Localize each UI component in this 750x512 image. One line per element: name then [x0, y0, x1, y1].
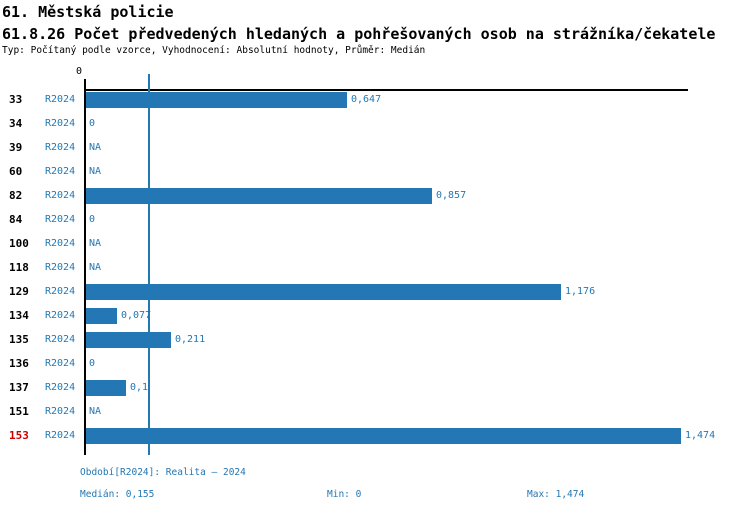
row-category-label: 100	[9, 237, 29, 250]
value-bar	[86, 284, 561, 300]
row-category-label: 118	[9, 261, 29, 274]
value-bar	[86, 380, 126, 396]
row-value-label: 0,077	[121, 310, 152, 321]
row-period-label: R2024	[45, 430, 76, 441]
page-title: 61. Městská policie	[2, 3, 174, 21]
row-value-label: 0,211	[175, 334, 206, 345]
row-period-label: R2024	[45, 382, 76, 393]
chart-row: 33 R2024 0,647	[0, 88, 750, 112]
row-value-label: 0,1	[130, 382, 149, 393]
row-value-label: 0	[89, 358, 96, 369]
row-value-label: 0,857	[436, 190, 467, 201]
row-value-label: NA	[89, 238, 102, 249]
median-reference-line	[148, 74, 150, 455]
row-period-label: R2024	[45, 310, 76, 321]
row-period-label: R2024	[45, 94, 76, 105]
row-category-label: 129	[9, 285, 29, 298]
axis-zero-tick-label: 0	[76, 66, 83, 77]
chart-row: 82 R2024 0,857	[0, 184, 750, 208]
value-bar	[86, 308, 117, 324]
row-category-label: 39	[9, 141, 23, 154]
row-value-label: NA	[89, 142, 102, 153]
value-bar	[86, 92, 347, 108]
chart-row: 136 R2024 0	[0, 352, 750, 376]
row-period-label: R2024	[45, 238, 76, 249]
chart-row: 151 R2024 NA	[0, 400, 750, 424]
axis-line-horizontal	[84, 89, 688, 91]
chart-row: 39 R2024 NA	[0, 136, 750, 160]
row-category-label: 134	[9, 309, 29, 322]
chart-row: 129 R2024 1,176	[0, 280, 750, 304]
median-stat: Medián: 0,155	[80, 489, 155, 500]
row-value-label: NA	[89, 406, 102, 417]
chart-row: 60 R2024 NA	[0, 160, 750, 184]
chart-row: 153 R2024 1,474	[0, 424, 750, 448]
row-period-label: R2024	[45, 142, 76, 153]
indicator-title: 61.8.26 Počet předvedených hledaných a p…	[2, 25, 716, 43]
axis-line-vertical	[84, 79, 86, 455]
row-value-label: 0	[89, 118, 96, 129]
row-category-label: 153	[9, 429, 29, 442]
value-bar	[86, 332, 171, 348]
row-value-label: NA	[89, 166, 102, 177]
row-category-label: 84	[9, 213, 23, 226]
row-value-label: 0	[89, 214, 96, 225]
chart-row: 100 R2024 NA	[0, 232, 750, 256]
max-stat: Max: 1,474	[527, 489, 585, 500]
indicator-meta-line: Typ: Počítaný podle vzorce, Vyhodnocení:…	[2, 45, 426, 56]
row-category-label: 60	[9, 165, 23, 178]
value-bar	[86, 188, 432, 204]
row-period-label: R2024	[45, 118, 76, 129]
chart-row: 118 R2024 NA	[0, 256, 750, 280]
row-period-label: R2024	[45, 334, 76, 345]
row-value-label: NA	[89, 262, 102, 273]
row-period-label: R2024	[45, 190, 76, 201]
chart-row: 34 R2024 0	[0, 112, 750, 136]
row-value-label: 1,176	[565, 286, 596, 297]
row-period-label: R2024	[45, 214, 76, 225]
row-period-label: R2024	[45, 358, 76, 369]
chart-row: 134 R2024 0,077	[0, 304, 750, 328]
min-stat: Min: 0	[327, 489, 362, 500]
row-period-label: R2024	[45, 286, 76, 297]
row-value-label: 1,474	[685, 430, 716, 441]
row-category-label: 151	[9, 405, 29, 418]
value-bar	[86, 428, 681, 444]
period-legend: Období[R2024]: Realita – 2024	[80, 467, 246, 478]
row-category-label: 137	[9, 381, 29, 394]
row-category-label: 34	[9, 117, 23, 130]
row-period-label: R2024	[45, 406, 76, 417]
row-period-label: R2024	[45, 262, 76, 273]
chart-row: 84 R2024 0	[0, 208, 750, 232]
row-period-label: R2024	[45, 166, 76, 177]
chart-row: 137 R2024 0,1	[0, 376, 750, 400]
row-value-label: 0,647	[351, 94, 382, 105]
row-category-label: 135	[9, 333, 29, 346]
chart-row: 135 R2024 0,211	[0, 328, 750, 352]
row-category-label: 136	[9, 357, 29, 370]
row-category-label: 82	[9, 189, 23, 202]
row-category-label: 33	[9, 93, 23, 106]
